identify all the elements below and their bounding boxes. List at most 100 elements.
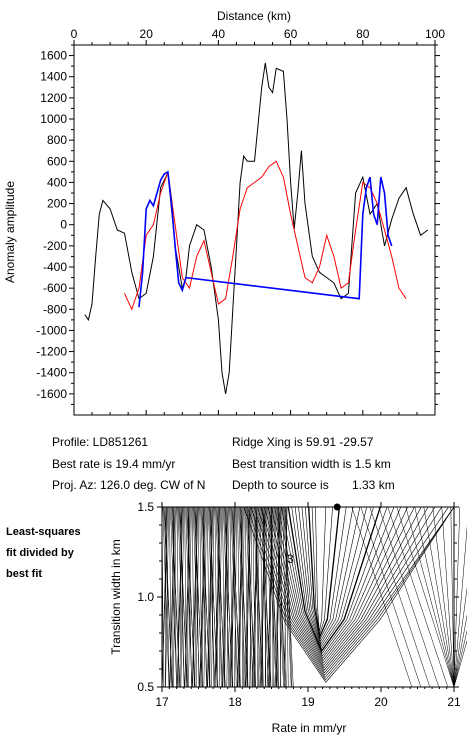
contour-line (177, 506, 185, 688)
ridge-xing-text: Ridge Xing is 59.91 -29.57 (232, 435, 374, 449)
contour-line (218, 506, 222, 688)
x-axis-title: Distance (km) (217, 9, 291, 23)
contour-line (405, 506, 455, 688)
contour-line (453, 525, 467, 688)
anomaly-chart: Distance (km) Anomaly amplitude 0 20 40 60 8… (3, 9, 445, 416)
contour-line (414, 506, 455, 688)
side-note: Least-squares fit divided by best fit (6, 526, 81, 580)
contour-x-tick-label: 19 (301, 695, 315, 709)
contour-y-tick-label: 0.5 (137, 680, 154, 694)
contour-line (245, 506, 254, 688)
contour-line (275, 506, 282, 688)
contour-line (281, 506, 395, 657)
side-note-line-3: best fit (6, 568, 42, 580)
contour-x-tick-group: 17 18 19 20 21 (155, 502, 461, 709)
contour-line (269, 506, 273, 688)
contour-line (294, 506, 367, 647)
contour-line (453, 614, 467, 688)
x-tick-label: 0 (71, 27, 78, 41)
contour-line (199, 506, 206, 688)
contour-line (207, 506, 214, 688)
contour-line (423, 506, 455, 688)
contour-line (284, 506, 388, 654)
contour-line (274, 506, 281, 688)
x-tick-label: 100 (425, 27, 445, 41)
x-tick-group: 0 20 40 60 80 100 (71, 27, 445, 415)
contour-line (360, 506, 422, 688)
contour-line (387, 506, 449, 688)
observed-series-line (84, 62, 429, 394)
contour-line (311, 506, 333, 635)
contour-line (234, 506, 237, 688)
contour-line (247, 506, 455, 681)
y-tick-group: 1600 1400 1200 1000 800 600 400 200 0 -200 -400 -60… (36, 44, 440, 405)
contour-line (176, 506, 180, 688)
contour-line (284, 506, 288, 688)
y-tick-label: 600 (47, 154, 67, 168)
contour-line (272, 506, 275, 688)
x-tick-label: 40 (212, 27, 226, 41)
y-tick-label: 1000 (40, 112, 67, 126)
best-fit-marker (333, 503, 341, 511)
contour-line (236, 506, 243, 688)
y-tick-label: 0 (60, 218, 67, 232)
contour-line (453, 640, 467, 688)
contour-line (207, 506, 216, 688)
contour-line (229, 506, 233, 688)
contour-x-axis-title: Rate in mm/yr (272, 721, 347, 735)
contour-line (161, 506, 169, 688)
contour-line (250, 506, 455, 678)
y-tick-label: -800 (43, 302, 67, 316)
contour-line (215, 506, 223, 688)
contour-line (259, 506, 266, 688)
fitted-series-line (138, 170, 393, 308)
contour-line (165, 506, 169, 688)
contour-line (206, 506, 213, 688)
contour-line (453, 586, 467, 688)
y-tick-label: -600 (43, 281, 67, 295)
contour-line (202, 506, 205, 688)
contour-line (253, 506, 449, 676)
contour-line (369, 506, 431, 688)
y-tick-label: 800 (47, 133, 67, 147)
contour-x-tick-label: 18 (228, 695, 242, 709)
contour-y-tick-group: 0.5 1.0 1.5 (137, 500, 459, 694)
contour-line (277, 506, 402, 659)
y-tick-label: 1200 (40, 91, 67, 105)
contour-line (192, 506, 199, 688)
contour-line (267, 506, 274, 688)
proj-az-text: Proj. Az: 126.0 deg. CW of N (52, 478, 205, 492)
contour-line (230, 506, 239, 688)
contour-line (195, 506, 200, 688)
x-tick-label: 80 (356, 27, 370, 41)
contour-line (230, 506, 237, 688)
contour-line (287, 506, 381, 653)
profile-text: Profile: LD851261 (52, 435, 148, 449)
contour-line (199, 506, 203, 688)
contour-line (280, 506, 283, 688)
depth-text: Depth to source is (232, 478, 329, 492)
y-tick-label: 1400 (40, 70, 67, 84)
contour-line (184, 506, 187, 688)
contour-line (199, 506, 206, 688)
side-note-line-2: fit divided by (6, 547, 75, 559)
y-tick-label: -400 (43, 260, 67, 274)
contour-line (211, 506, 215, 688)
contour-line (223, 506, 231, 688)
contour-line (162, 506, 170, 688)
contour-line (260, 506, 436, 671)
contour-line (441, 506, 455, 688)
contour-line (214, 506, 221, 688)
contour-line (222, 506, 229, 688)
contour-line (222, 506, 226, 688)
contour-line (267, 506, 422, 666)
y-tick-label: -1000 (36, 323, 67, 337)
contour-line (257, 506, 260, 688)
contour-line (257, 506, 442, 674)
y-tick-label: -1200 (36, 345, 67, 359)
contour-line (298, 506, 361, 645)
contour-line (450, 506, 455, 688)
contour-line (267, 506, 272, 688)
contour-line (251, 506, 258, 688)
